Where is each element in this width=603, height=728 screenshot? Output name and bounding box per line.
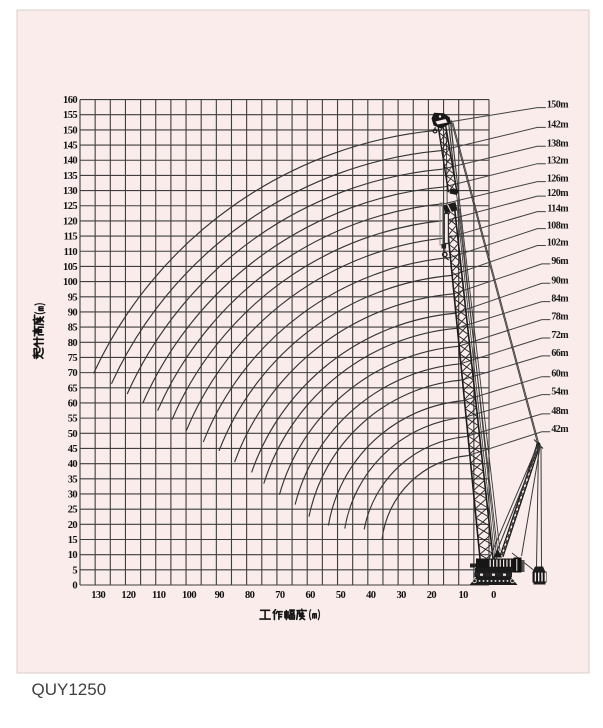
svg-text:42m: 42m bbox=[551, 424, 569, 435]
svg-text:114m: 114m bbox=[547, 204, 569, 215]
svg-text:108m: 108m bbox=[547, 221, 569, 232]
svg-text:0: 0 bbox=[72, 581, 77, 592]
svg-text:85: 85 bbox=[68, 323, 78, 334]
svg-text:120: 120 bbox=[63, 216, 77, 227]
svg-text:140: 140 bbox=[63, 156, 77, 167]
svg-text:90: 90 bbox=[215, 590, 225, 601]
svg-text:142m: 142m bbox=[547, 119, 569, 130]
svg-text:60m: 60m bbox=[551, 369, 569, 380]
svg-text:25: 25 bbox=[68, 505, 78, 516]
svg-text:155: 155 bbox=[63, 110, 77, 121]
svg-text:150: 150 bbox=[63, 125, 77, 136]
svg-text:160: 160 bbox=[63, 95, 77, 106]
svg-text:110: 110 bbox=[152, 590, 166, 601]
svg-text:30: 30 bbox=[396, 590, 406, 601]
svg-text:105: 105 bbox=[63, 262, 77, 273]
svg-text:130: 130 bbox=[91, 590, 105, 601]
svg-text:35: 35 bbox=[68, 474, 78, 485]
svg-text:80: 80 bbox=[68, 338, 78, 349]
svg-text:30: 30 bbox=[68, 490, 78, 501]
svg-text:90m: 90m bbox=[551, 275, 569, 286]
svg-text:40: 40 bbox=[68, 459, 78, 470]
svg-text:48m: 48m bbox=[551, 406, 569, 417]
svg-text:110: 110 bbox=[64, 247, 78, 258]
svg-text:50: 50 bbox=[68, 429, 78, 440]
svg-text:75: 75 bbox=[68, 353, 78, 364]
svg-text:5: 5 bbox=[72, 565, 77, 576]
svg-text:40: 40 bbox=[366, 590, 376, 601]
svg-text:138m: 138m bbox=[547, 138, 569, 149]
svg-text:50: 50 bbox=[336, 590, 346, 601]
svg-text:10: 10 bbox=[68, 550, 78, 561]
svg-text:15: 15 bbox=[68, 535, 78, 546]
svg-text:78m: 78m bbox=[551, 312, 569, 323]
svg-text:145: 145 bbox=[63, 141, 77, 152]
svg-text:0: 0 bbox=[491, 590, 496, 601]
svg-text:66m: 66m bbox=[551, 348, 569, 359]
svg-text:45: 45 bbox=[68, 444, 78, 455]
svg-text:96m: 96m bbox=[551, 256, 569, 267]
svg-text:20: 20 bbox=[68, 520, 78, 531]
svg-text:70: 70 bbox=[68, 368, 78, 379]
svg-text:70: 70 bbox=[275, 590, 285, 601]
svg-text:125: 125 bbox=[63, 201, 77, 212]
svg-text:102m: 102m bbox=[547, 238, 569, 249]
svg-text:100: 100 bbox=[63, 277, 77, 288]
svg-text:130: 130 bbox=[63, 186, 77, 197]
svg-text:84m: 84m bbox=[551, 294, 569, 305]
svg-text:10: 10 bbox=[459, 590, 469, 601]
svg-text:126m: 126m bbox=[547, 174, 569, 185]
svg-text:120: 120 bbox=[121, 590, 135, 601]
svg-text:QUY1250: QUY1250 bbox=[32, 680, 107, 699]
svg-text:55: 55 bbox=[68, 414, 78, 425]
svg-text:72m: 72m bbox=[551, 330, 569, 341]
svg-text:60: 60 bbox=[306, 590, 316, 601]
svg-text:60: 60 bbox=[68, 399, 78, 410]
svg-text:135: 135 bbox=[63, 171, 77, 182]
svg-text:100: 100 bbox=[182, 590, 196, 601]
svg-text:54m: 54m bbox=[551, 387, 569, 398]
svg-text:65: 65 bbox=[68, 383, 78, 394]
svg-text:115: 115 bbox=[64, 232, 78, 243]
svg-text:120m: 120m bbox=[547, 188, 569, 199]
svg-text:20: 20 bbox=[427, 590, 437, 601]
svg-text:95: 95 bbox=[68, 292, 78, 303]
svg-text:90: 90 bbox=[68, 307, 78, 318]
svg-text:150m: 150m bbox=[547, 100, 569, 111]
svg-text:80: 80 bbox=[245, 590, 255, 601]
svg-text:132m: 132m bbox=[547, 156, 569, 167]
